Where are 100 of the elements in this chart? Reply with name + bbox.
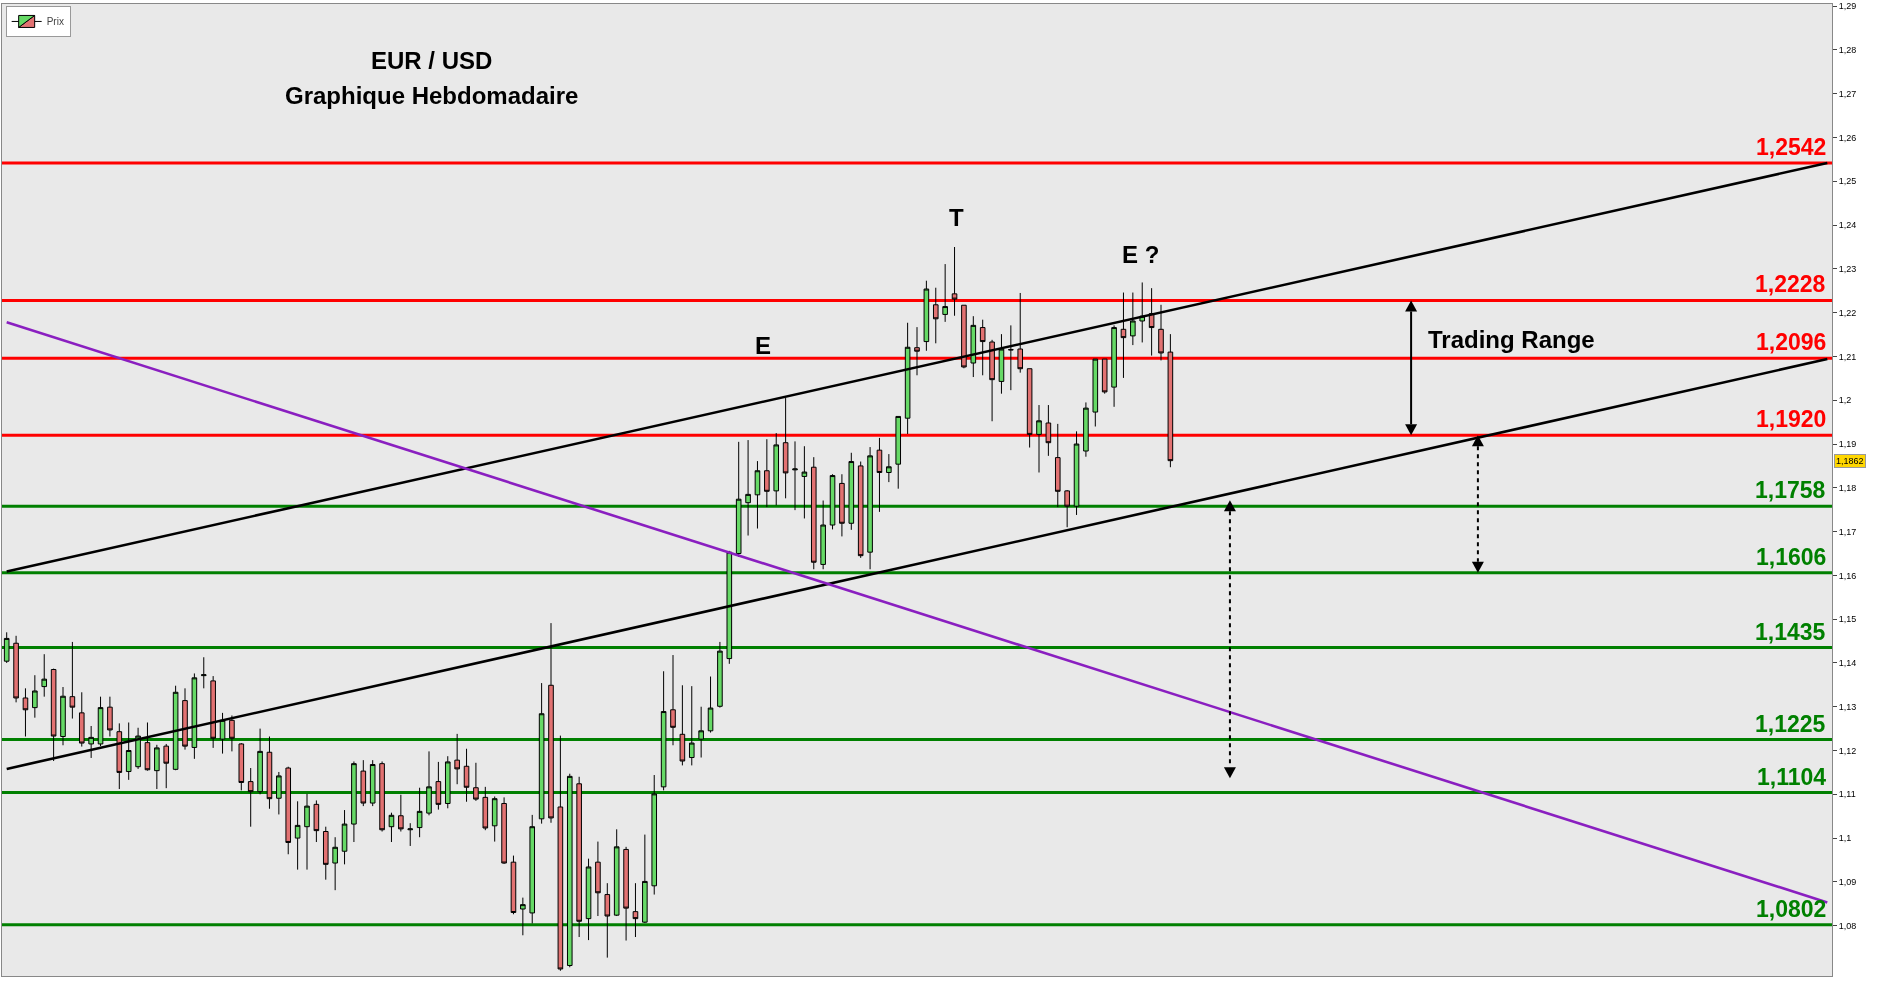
candlestick — [107, 696, 113, 737]
candlestick — [88, 725, 94, 759]
candlestick — [642, 834, 648, 924]
y-tick-label: 1,09 — [1838, 877, 1857, 888]
ref-line-label: 1,2228 — [1755, 271, 1826, 297]
candlestick — [491, 795, 498, 843]
candlestick — [304, 793, 310, 871]
candlestick — [632, 882, 639, 938]
candlestick — [1111, 324, 1117, 408]
ref-line-label: 1,1606 — [1756, 544, 1827, 570]
y-tick-label: 1,26 — [1838, 132, 1857, 143]
candlestick — [810, 456, 817, 570]
candlestick — [932, 287, 939, 344]
candlestick — [670, 654, 676, 746]
ref-line-label: 1,1435 — [1755, 619, 1826, 645]
candlestick — [444, 755, 451, 809]
candlestick — [886, 453, 892, 483]
ref-line-label: 1,2542 — [1756, 134, 1827, 160]
candlestick — [651, 774, 658, 896]
candlestick — [1083, 401, 1089, 458]
candlestick — [520, 897, 526, 936]
candlestick — [210, 675, 216, 749]
candlestick — [867, 446, 873, 570]
candlestick — [416, 787, 423, 838]
candlestick — [698, 706, 704, 759]
annotation: E ? — [1122, 241, 1160, 268]
candlestick — [351, 760, 357, 843]
candlestick — [13, 635, 19, 703]
candlestick — [1064, 489, 1070, 528]
y-tick-label: 1,22 — [1838, 307, 1857, 318]
legend-label: Prix — [46, 16, 64, 28]
candlestick — [97, 696, 104, 747]
candlestick — [369, 759, 376, 807]
candlestick — [923, 280, 930, 352]
candlestick — [41, 653, 48, 698]
candlestick — [529, 814, 536, 924]
candlestick — [501, 796, 507, 865]
y-tick-label: 1,28 — [1838, 45, 1857, 56]
candlestick — [754, 460, 761, 530]
candlestick — [473, 762, 479, 802]
candlestick — [707, 676, 714, 734]
candlestick — [1036, 404, 1042, 473]
candlestick — [989, 339, 995, 422]
candlestick — [595, 841, 601, 917]
candlestick — [904, 322, 911, 435]
y-tick-label: 1,16 — [1838, 570, 1857, 581]
annotation: T — [949, 204, 964, 231]
candlestick — [792, 440, 798, 511]
candlestick — [566, 773, 573, 968]
candlestick — [951, 246, 958, 317]
candlestick — [50, 668, 57, 762]
candlestick — [266, 736, 273, 810]
candlestick — [191, 672, 198, 760]
candlestick — [576, 776, 582, 938]
candlestick — [895, 415, 902, 490]
candlestick — [78, 691, 85, 748]
candlestick — [623, 846, 629, 942]
candlestick — [585, 858, 592, 941]
candlestick — [942, 263, 948, 323]
y-tick-label: 1,23 — [1838, 264, 1857, 275]
candlestick — [154, 744, 160, 790]
candlestick — [482, 786, 489, 831]
candlestick — [322, 826, 329, 881]
candlestick — [3, 631, 10, 664]
y-tick-label: 1,15 — [1838, 614, 1857, 625]
y-tick-label: 1,2 — [1838, 395, 1852, 406]
y-tick-label: 1,13 — [1838, 701, 1857, 712]
candlestick — [285, 766, 292, 855]
candlestick — [1139, 281, 1146, 343]
candlestick — [1045, 404, 1052, 457]
candlestick — [163, 743, 170, 789]
candlestick — [801, 445, 808, 519]
candlestick — [557, 735, 564, 972]
candlestick — [829, 473, 836, 530]
candlestick — [407, 822, 414, 847]
candlestick — [229, 714, 235, 752]
text: Graphique Hebdomadaire — [285, 82, 579, 109]
candlestick — [463, 748, 470, 803]
candlestick — [247, 767, 254, 828]
candlestick — [688, 685, 695, 766]
candlestick — [857, 461, 864, 559]
ref-line-label: 1,0802 — [1756, 896, 1827, 922]
candlestick — [961, 304, 967, 369]
candlestick — [454, 733, 460, 785]
candlestick — [22, 687, 29, 737]
ref-line-label: 1,1104 — [1757, 764, 1827, 790]
ref-line-label: 1,2096 — [1756, 329, 1827, 355]
annotation: E — [755, 332, 772, 359]
candlestick — [341, 809, 348, 865]
candlestick — [313, 799, 320, 843]
candlestick — [1148, 287, 1155, 357]
y-tick-label: 1,27 — [1838, 88, 1857, 99]
candlestick — [238, 742, 245, 791]
ref-line-label: 1,1225 — [1755, 711, 1826, 737]
candlestick — [398, 794, 404, 833]
candlestick — [379, 760, 385, 833]
candlestick — [1092, 358, 1099, 428]
candlestick — [876, 437, 883, 513]
y-tick-label: 1,11 — [1838, 789, 1856, 800]
candlestick — [257, 728, 263, 795]
